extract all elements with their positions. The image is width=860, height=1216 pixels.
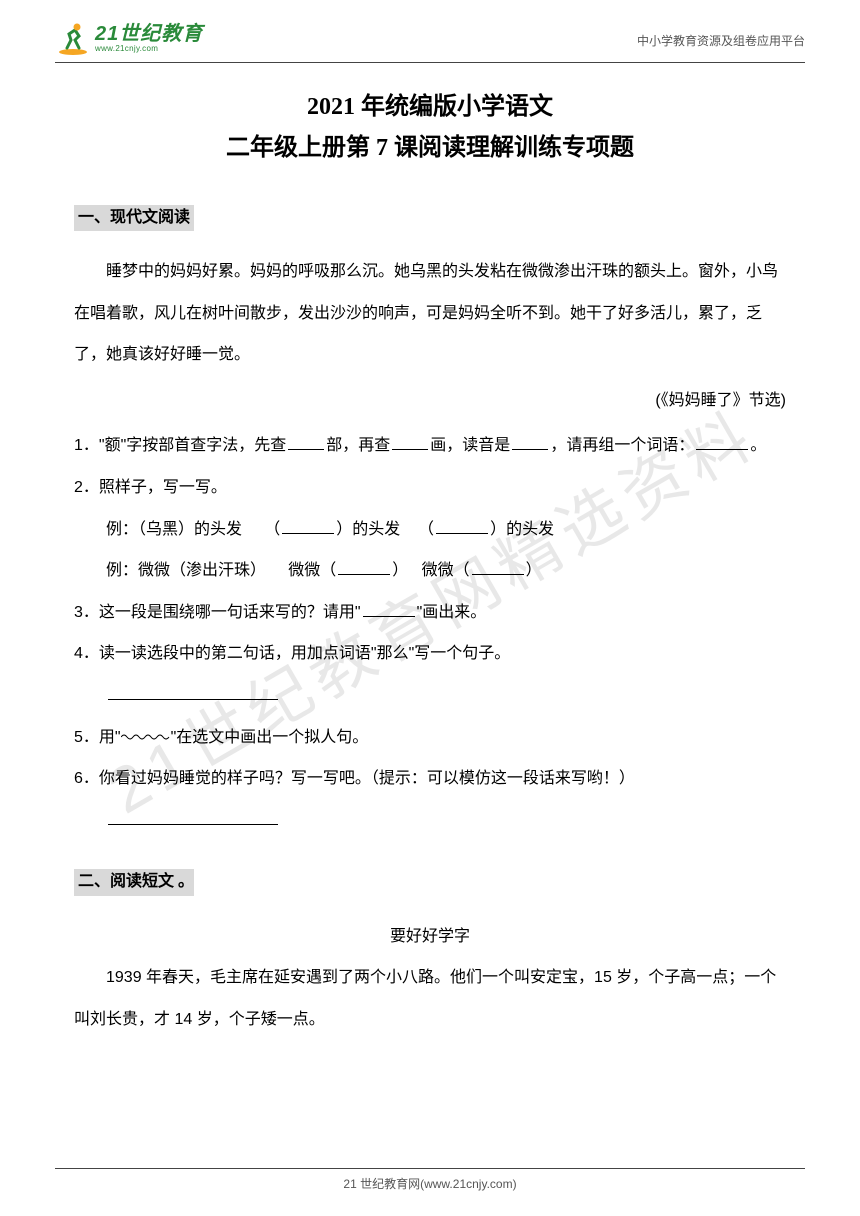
section-2: 二、阅读短文。 要好好学字 1939 年春天，毛主席在延安遇到了两个小八路。他们… [74, 869, 786, 1040]
blank-input[interactable] [472, 559, 524, 575]
blank-input[interactable] [338, 559, 390, 575]
q1-num: 1． [74, 437, 99, 454]
wavy-line-icon [121, 717, 171, 725]
q2-a-mid: ）的头发 [336, 521, 400, 538]
question-2: 2．照样子，写一写。 [74, 467, 786, 509]
section-1-heading: 一、现代文阅读 [74, 205, 194, 231]
page-footer: 21 世纪教育网(www.21cnjy.com) [0, 1168, 860, 1192]
q4-num: 4． [74, 645, 99, 662]
question-3: 3．这一段是围绕哪一句话来写的？请用" "画出来。 [74, 592, 786, 634]
story-title: 要好好学字 [74, 916, 786, 958]
runner-icon [55, 20, 91, 56]
question-6: 6．你看过妈妈睡觉的样子吗？写一写吧。（提示：可以模仿这一段话来写哟！） [74, 758, 786, 800]
q1-text-e: 。 [750, 437, 766, 454]
page-header: 21世纪教育 www.21cnjy.com 中小学教育资源及组卷应用平台 [0, 0, 860, 62]
q5-num: 5． [74, 729, 99, 746]
q2-example-a: 例：（乌黑）的头发 [106, 521, 242, 538]
q2-a-suffix: ）的头发 [490, 521, 554, 538]
blank-input[interactable] [512, 434, 548, 450]
page-content: 2021 年统编版小学语文 二年级上册第 7 课阅读理解训练专项题 一、现代文阅… [0, 87, 860, 1040]
q1-text-c: 画，读音是 [430, 437, 510, 454]
blank-input[interactable] [282, 518, 334, 534]
logo: 21世纪教育 www.21cnjy.com [55, 20, 203, 56]
q6-num: 6． [74, 770, 99, 787]
question-4-answer-line [74, 675, 786, 717]
question-2-line-b: 例：微微（渗出汗珠） 微微（） 微微（） [74, 550, 786, 592]
section-2-heading: 二、阅读短文 [74, 869, 178, 895]
section-2-heading-punct: 。 [178, 869, 194, 895]
section-2-passage: 1939 年春天，毛主席在延安遇到了两个小八路。他们一个叫安定宝，15 岁，个子… [74, 957, 786, 1040]
q2-example-b: 例：微微（渗出汗珠） [106, 562, 266, 579]
blank-input[interactable] [392, 434, 428, 450]
blank-input[interactable] [436, 518, 488, 534]
q5-text-b: "在选文中画出一个拟人句。 [171, 729, 369, 746]
title-line-1: 2021 年统编版小学语文 [74, 87, 786, 128]
header-rule [55, 62, 805, 63]
blank-input[interactable] [108, 809, 278, 825]
question-1: 1．"额"字按部首查字法，先查 部，再查 画，读音是 ，请再组一个词语： 。 [74, 425, 786, 467]
blank-input[interactable] [108, 684, 278, 700]
question-6-answer-line [74, 800, 786, 842]
logo-url-text: www.21cnjy.com [95, 44, 203, 53]
question-4: 4．读一读选段中的第二句话，用加点词语"那么"写一个句子。 [74, 633, 786, 675]
title-block: 2021 年统编版小学语文 二年级上册第 7 课阅读理解训练专项题 [74, 87, 786, 169]
q3-text-b: "画出来。 [417, 604, 487, 621]
header-right-text: 中小学教育资源及组卷应用平台 [637, 32, 805, 49]
q2-num: 2． [74, 479, 99, 496]
q6-text: 你看过妈妈睡觉的样子吗？写一写吧。（提示：可以模仿这一段话来写哟！） [99, 770, 635, 787]
logo-text: 21世纪教育 www.21cnjy.com [95, 24, 203, 53]
title-line-2: 二年级上册第 7 课阅读理解训练专项题 [74, 128, 786, 169]
q1-text-a: "额"字按部首查字法，先查 [99, 437, 286, 454]
question-2-line-a: 例：（乌黑）的头发 （）的头发 （）的头发 [74, 509, 786, 551]
q3-text-a: 这一段是围绕哪一句话来写的？请用" [99, 604, 361, 621]
q2-text: 照样子，写一写。 [99, 479, 227, 496]
q3-num: 3． [74, 604, 99, 621]
q1-text-d: ，请再组一个词语： [550, 437, 694, 454]
q4-text: 读一读选段中的第二句话，用加点词语"那么"写一个句子。 [99, 645, 510, 662]
question-5: 5．用" "在选文中画出一个拟人句。 [74, 717, 786, 759]
footer-text: 21 世纪教育网(www.21cnjy.com) [0, 1175, 860, 1192]
q2-b-suffix: 微微（ [422, 562, 470, 579]
section-1: 一、现代文阅读 睡梦中的妈妈好累。妈妈的呼吸那么沉。她乌黑的头发粘在微微渗出汗珠… [74, 205, 786, 842]
q1-text-b: 部，再查 [326, 437, 390, 454]
q5-text-a: 用" [99, 729, 121, 746]
section-1-attribution: (《妈妈睡了》节选) [74, 380, 786, 422]
footer-rule [55, 1168, 805, 1169]
q2-b-mid: 微微（ [288, 562, 336, 579]
logo-main-text: 21世纪教育 [95, 24, 203, 44]
section-1-passage: 睡梦中的妈妈好累。妈妈的呼吸那么沉。她乌黑的头发粘在微微渗出汗珠的额头上。窗外，… [74, 251, 786, 376]
blank-input[interactable] [363, 601, 415, 617]
blank-input[interactable] [696, 434, 748, 450]
blank-input[interactable] [288, 434, 324, 450]
